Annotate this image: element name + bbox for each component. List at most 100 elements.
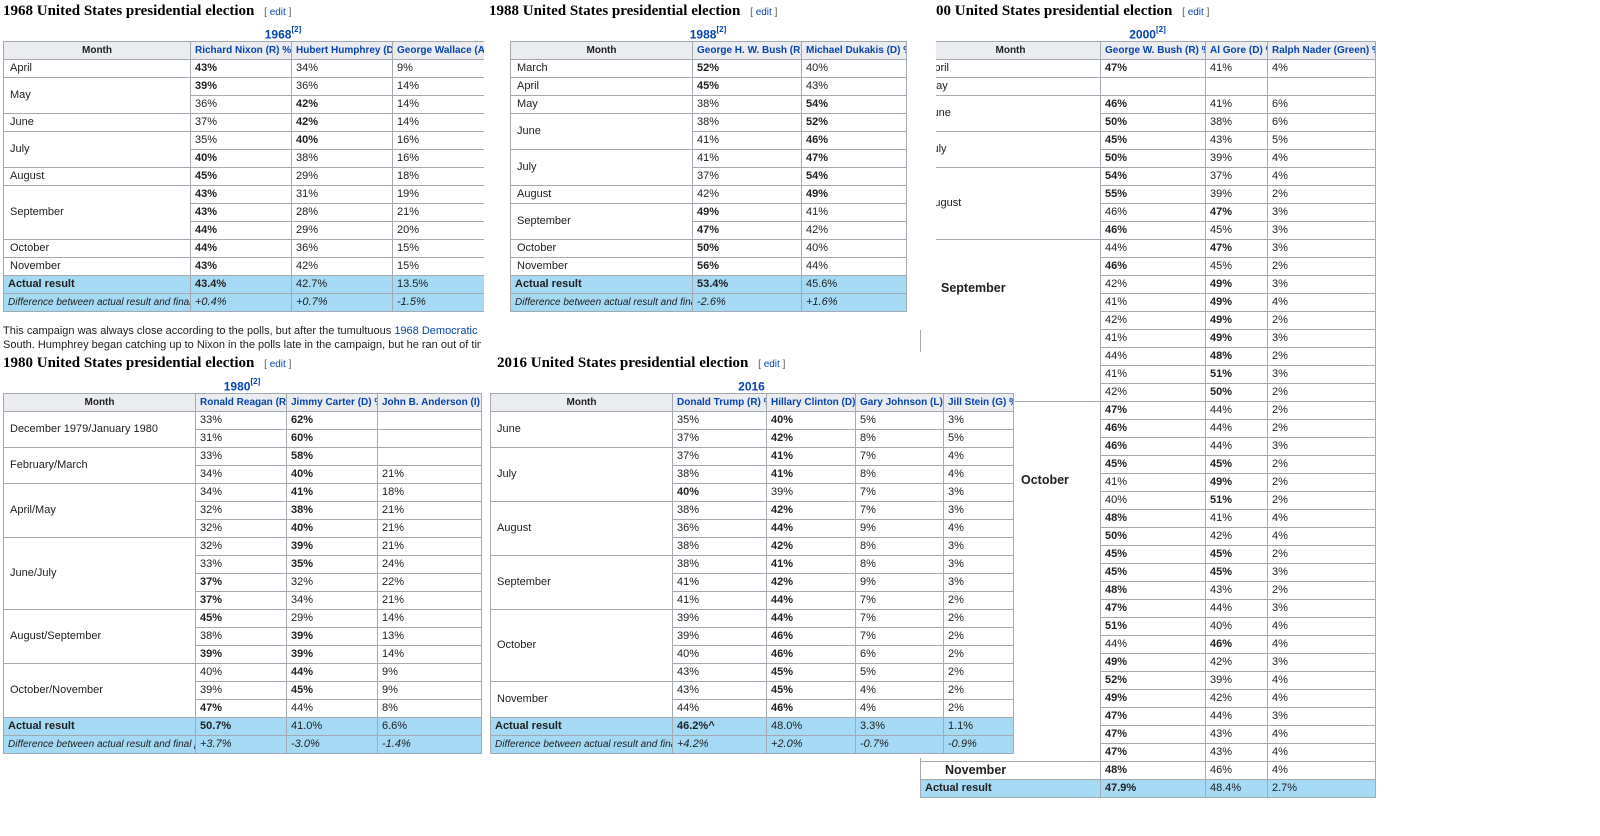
poll-value-cell: 54% — [801, 167, 907, 186]
edit-link[interactable]: [ edit ] — [1182, 7, 1209, 18]
poll-row: June 46% 41% 6% — [920, 95, 1376, 132]
poll-value-cell: 4% — [1267, 689, 1376, 708]
candidate-link[interactable]: John B. Anderson (I) % — [382, 397, 482, 408]
year-link[interactable]: 1968 — [264, 27, 292, 42]
poll-value-cell: 42% — [766, 537, 856, 556]
month-cell: August — [3, 167, 191, 186]
edit-link[interactable]: [ edit ] — [758, 359, 785, 370]
poll-value-cell: 35% — [190, 131, 292, 150]
poll-value-cell: 3% — [943, 501, 1014, 520]
poll-value-cell: 2% — [943, 627, 1014, 646]
poll-value-cell: 31% — [195, 429, 287, 448]
month-cell: April/May — [3, 483, 196, 538]
poll-value-cell: 4% — [943, 465, 1014, 484]
poll-value-cell: 45% — [1100, 455, 1206, 474]
poll-value-cell: 47% — [1100, 59, 1206, 78]
candidate-column-header: George W. Bush (R) % — [1100, 41, 1206, 60]
actual-result-row-value: 47.9% — [1100, 779, 1206, 798]
candidate-link[interactable]: Richard Nixon (R) % — [195, 45, 292, 56]
convention-link[interactable]: 1968 Democratic Convention — [394, 325, 481, 337]
month-column-header: Month — [490, 393, 673, 412]
edit-anchor[interactable]: edit — [269, 359, 286, 370]
poll-value-cell: 50% — [692, 239, 802, 258]
poll-row: 49% 42% 3% — [921, 653, 1376, 672]
edit-link[interactable]: [ edit ] — [750, 7, 777, 18]
poll-value-cell: 32% — [195, 519, 287, 538]
difference-row-value: +1.6% — [801, 293, 907, 312]
poll-value-cell: 20% — [392, 221, 484, 240]
poll-value-cell: 21% — [377, 591, 482, 610]
poll-value-cell: 40% — [291, 131, 393, 150]
poll-value-cell: 42% — [692, 185, 802, 204]
candidate-link[interactable]: Jimmy Carter (D) % — [291, 397, 378, 408]
poll-value-cell: 3% — [943, 555, 1014, 574]
poll-value-cell: 41% — [1100, 473, 1206, 492]
year-link[interactable]: 1988 — [689, 27, 717, 42]
poll-value-cell: 44% — [1100, 347, 1206, 366]
candidate-link[interactable]: Hubert Humphrey (D) % — [296, 45, 392, 56]
poll-row: 40% 39% 7% 3% — [491, 483, 1014, 502]
poll-value-cell: 41% — [692, 131, 802, 150]
actual-result-row-value: 45.6% — [801, 275, 907, 294]
candidate-link[interactable]: George H. W. Bush (R) % — [697, 45, 801, 56]
poll-row: 47% 44% 3% — [921, 707, 1376, 726]
year-ref[interactable]: [2] — [291, 25, 302, 34]
poll-value-cell: 38% — [692, 113, 802, 132]
actual-result-row-value: 43.4% — [190, 275, 292, 294]
candidate-link[interactable]: Michael Dukakis (D) % — [806, 45, 907, 56]
candidate-link[interactable]: Gary Johnson (L) % — [860, 397, 943, 408]
year-link[interactable]: 1980 — [223, 379, 251, 394]
year-ref[interactable]: [2] — [1155, 25, 1166, 34]
candidate-link[interactable]: George Wallace (American Independent) % — [397, 45, 484, 56]
edit-bracket: [ — [758, 359, 761, 370]
poll-row: 39% 45% 9% — [4, 681, 482, 700]
poll-row: February/March 33% 58% — [3, 447, 482, 484]
candidate-link[interactable]: George W. Bush (R) % — [1105, 45, 1206, 56]
year-link[interactable]: 2016 — [738, 379, 765, 394]
candidate-link[interactable]: Ronald Reagan (R) % — [200, 397, 287, 408]
poll-value-cell: 49% — [1205, 473, 1268, 492]
poll-value-cell: 41% — [286, 483, 378, 502]
poll-row: April 43% 34% 9% — [3, 59, 484, 78]
candidate-link[interactable]: Hillary Clinton (D) % — [771, 397, 856, 408]
edit-anchor[interactable]: edit — [269, 7, 286, 18]
section-heading: 1988 United States presidential election… — [489, 3, 777, 20]
poll-value-cell: 40% — [801, 59, 907, 78]
candidate-column-header: John B. Anderson (I) % — [377, 393, 482, 412]
poll-value-cell: 42% — [766, 429, 856, 448]
candidate-link[interactable]: Al Gore (D) % — [1210, 45, 1267, 56]
poll-row: 43% 45% 5% 2% — [491, 663, 1014, 682]
poll-value-cell: 42% — [1205, 653, 1268, 672]
poll-value-cell: 50% — [1100, 113, 1206, 132]
month-cell: June — [490, 411, 673, 448]
poll-value-cell: 3% — [1267, 203, 1376, 222]
poll-value-cell: 47% — [1205, 203, 1268, 222]
month-cell: December 1979/January 1980 — [3, 411, 196, 448]
candidate-column-header: Michael Dukakis (D) % — [801, 41, 907, 60]
poll-value-cell: 8% — [377, 699, 482, 718]
candidate-link[interactable]: Ralph Nader (Green) % — [1272, 45, 1376, 56]
year-ref[interactable]: [2] — [716, 25, 727, 34]
poll-value-cell: 37% — [195, 591, 287, 610]
poll-row: September 44% 47% 3% — [920, 239, 1376, 402]
poll-value-cell: 14% — [392, 113, 484, 132]
poll-value-cell: 9% — [377, 681, 482, 700]
poll-value-cell: 39% — [195, 681, 287, 700]
poll-value-cell: 45% — [1100, 545, 1206, 564]
candidate-link[interactable]: Donald Trump (R) % — [677, 397, 767, 408]
edit-anchor[interactable]: edit — [1187, 7, 1204, 18]
month-cell: November — [3, 257, 191, 276]
difference-row-value: +4.2% — [672, 735, 767, 754]
poll-value-cell: 29% — [286, 609, 378, 628]
edit-link[interactable]: [ edit ] — [264, 359, 291, 370]
edit-link[interactable]: [ edit ] — [264, 7, 291, 18]
edit-anchor[interactable]: edit — [763, 359, 780, 370]
poll-row: 37% 32% 22% — [4, 573, 482, 592]
poll-value-cell: 39% — [286, 627, 378, 646]
year-link[interactable]: 2000 — [1129, 27, 1156, 42]
candidate-link[interactable]: Jill Stein (G) % — [948, 397, 1014, 408]
edit-anchor[interactable]: edit — [755, 7, 772, 18]
year-ref[interactable]: [2] — [250, 377, 261, 386]
month-cell: May — [920, 77, 1101, 96]
month-cell: September — [3, 185, 191, 240]
